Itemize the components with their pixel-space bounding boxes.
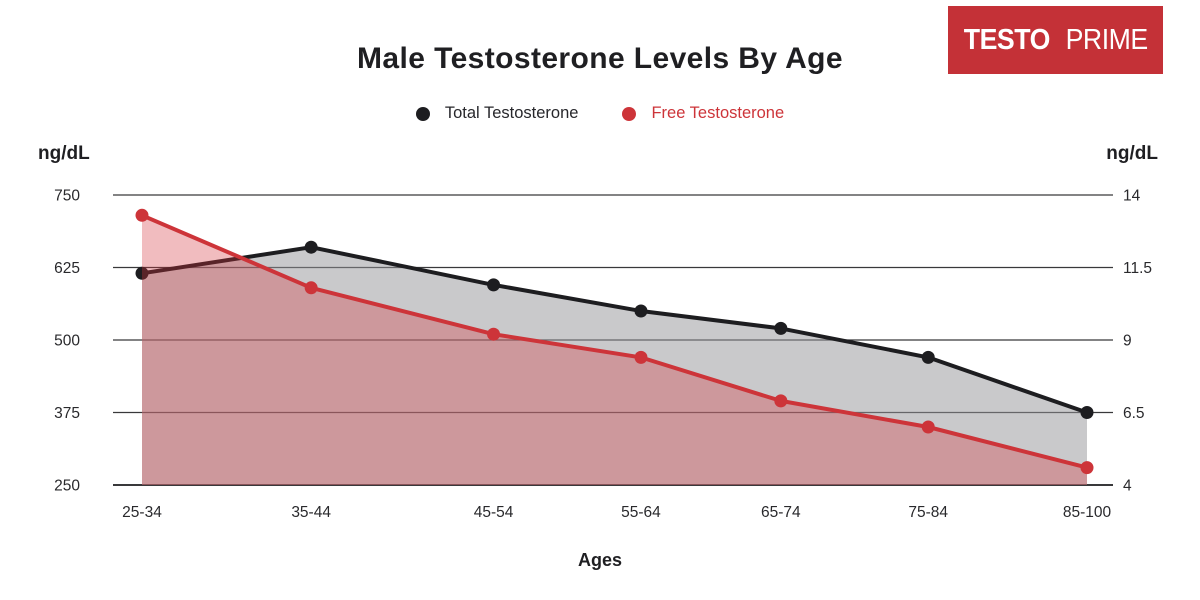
- point-0-35-44: [304, 240, 318, 254]
- logo-text-secondary: PRIME: [1065, 23, 1149, 56]
- x-axis-title: Ages: [577, 550, 622, 570]
- right-tick-6.5: 6.5: [1123, 405, 1145, 422]
- testoprime-logo: TESTO PRIME: [948, 6, 1163, 74]
- chart-legend: Total Testosterone Free Testosterone: [0, 104, 1200, 123]
- point-0-75-84: [921, 350, 935, 364]
- point-1-45-54: [487, 327, 501, 341]
- point-0-85-100: [1080, 406, 1094, 419]
- right-tick-11.5: 11.5: [1123, 260, 1152, 277]
- point-0-65-74: [774, 321, 788, 335]
- right-tick-14: 14: [1123, 188, 1141, 205]
- point-0-25-34: [135, 266, 149, 280]
- x-tick-65-74: 65-74: [761, 504, 801, 521]
- point-1-25-34: [135, 208, 149, 222]
- legend-label-total: Total Testosterone: [444, 104, 579, 122]
- x-tick-85-100: 85-100: [1063, 504, 1112, 521]
- x-tick-45-54: 45-54: [474, 504, 514, 521]
- right-axis-unit: ng/dL: [1106, 143, 1158, 164]
- left-tick-500: 500: [54, 333, 80, 350]
- page-title: Male Testosterone Levels By Age: [357, 42, 843, 75]
- point-1-65-74: [774, 394, 788, 408]
- point-1-85-100: [1080, 461, 1094, 475]
- x-tick-55-64: 55-64: [621, 504, 661, 521]
- point-1-35-44: [304, 281, 318, 295]
- point-0-45-54: [487, 278, 501, 292]
- right-tick-9: 9: [1123, 333, 1132, 350]
- point-1-55-64: [634, 350, 648, 364]
- legend-label-free: Free Testosterone: [651, 104, 785, 122]
- x-tick-35-44: 35-44: [291, 504, 331, 521]
- point-1-75-84: [921, 420, 935, 434]
- left-tick-250: 250: [54, 478, 80, 495]
- legend-item-total: Total Testosterone: [415, 104, 579, 123]
- left-tick-375: 375: [54, 405, 80, 422]
- left-tick-750: 750: [54, 188, 80, 205]
- right-tick-4: 4: [1123, 478, 1132, 495]
- legend-dot-total-icon: [415, 106, 430, 121]
- x-tick-25-34: 25-34: [122, 504, 162, 521]
- logo-text-primary: TESTO: [963, 23, 1050, 56]
- left-tick-625: 625: [54, 260, 80, 277]
- legend-item-free: Free Testosterone: [622, 104, 784, 123]
- left-axis-unit: ng/dL: [38, 143, 90, 164]
- legend-dot-free-icon: [622, 106, 637, 121]
- x-tick-75-84: 75-84: [908, 504, 948, 521]
- point-0-55-64: [634, 304, 648, 318]
- area-1: [142, 215, 1087, 486]
